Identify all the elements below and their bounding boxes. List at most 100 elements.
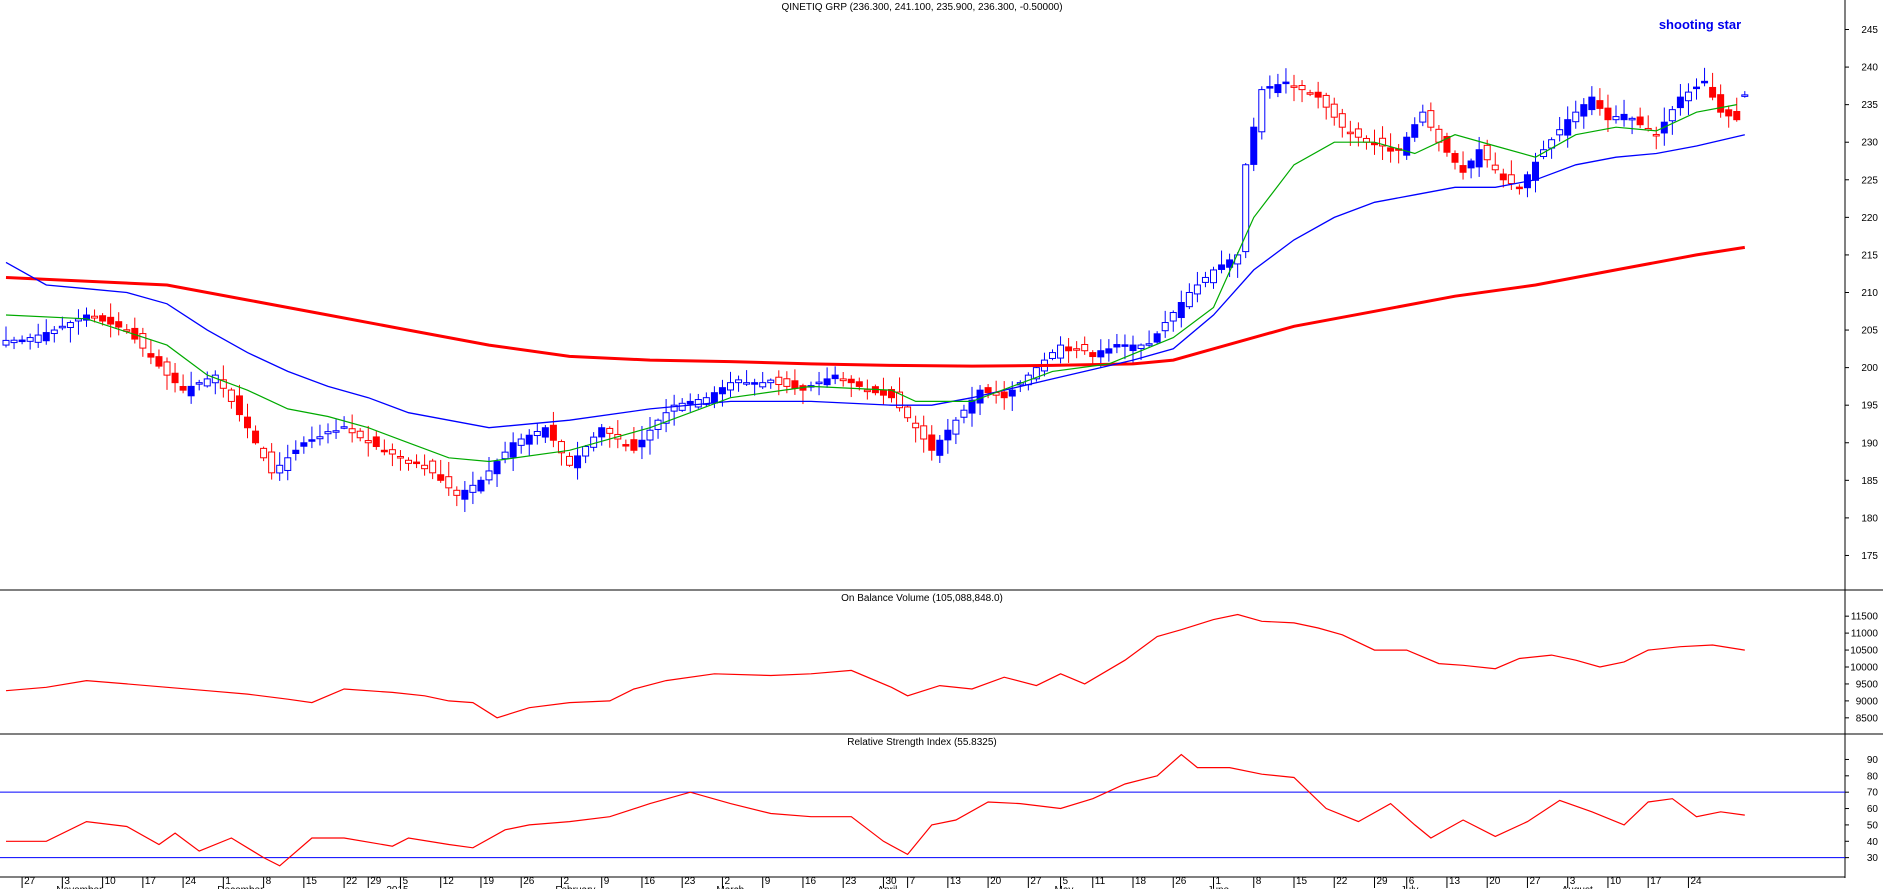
candle — [525, 429, 533, 457]
candle — [429, 458, 437, 480]
candle — [582, 444, 590, 464]
month-tick-label: 2015 — [386, 885, 409, 889]
day-tick-label: 22 — [346, 876, 358, 887]
price-axis-tick-label: 245 — [1861, 25, 1878, 36]
candle — [372, 430, 380, 450]
main-chart-title: QINETIQ GRP (236.300, 241.100, 235.900, … — [781, 2, 1062, 13]
day-tick-label: 18 — [1135, 876, 1147, 887]
candle — [1451, 150, 1459, 170]
candle — [268, 443, 276, 480]
candle — [42, 319, 50, 345]
candle — [58, 316, 66, 331]
candle — [1588, 86, 1596, 116]
candle — [1467, 158, 1475, 179]
candle — [348, 414, 356, 443]
candle — [638, 425, 646, 460]
candle — [107, 303, 115, 338]
candle — [1322, 92, 1330, 120]
candle — [839, 372, 847, 387]
candle — [147, 339, 155, 365]
month-tick-label: February — [555, 885, 595, 889]
candle — [324, 423, 332, 444]
candle — [1250, 117, 1258, 172]
price-axis-tick-label: 225 — [1861, 175, 1878, 186]
price-axis-tick-label: 220 — [1861, 213, 1878, 224]
candle — [195, 379, 203, 391]
candle — [1403, 132, 1411, 160]
price-axis-tick-label: 215 — [1861, 250, 1878, 261]
day-tick-label: 22 — [1336, 876, 1348, 887]
candle — [316, 424, 324, 446]
candle — [1298, 80, 1306, 103]
candle — [1274, 73, 1282, 98]
obv-axis-tick-label: 9500 — [1856, 679, 1879, 690]
day-tick-label: 23 — [845, 876, 857, 887]
day-tick-label: 24 — [1690, 876, 1702, 887]
moving-average-long — [5, 245, 1746, 368]
day-tick-label: 2 — [724, 876, 730, 887]
day-tick-label: 9 — [765, 876, 771, 887]
candle — [260, 446, 268, 462]
candle — [227, 387, 235, 409]
day-tick-label: 29 — [1377, 876, 1389, 887]
candle — [1709, 72, 1717, 101]
month-tick-label: November — [56, 885, 103, 889]
day-tick-label: 5 — [402, 876, 408, 887]
candle — [1081, 336, 1089, 355]
candle — [380, 439, 388, 456]
obv-axis-tick-label: 10500 — [1850, 646, 1878, 657]
candle — [920, 415, 928, 453]
price-axis-tick-label: 195 — [1861, 401, 1878, 412]
candle — [1636, 107, 1644, 129]
candle — [252, 425, 260, 445]
candle — [1475, 136, 1483, 177]
candle — [1032, 364, 1040, 382]
candle — [1242, 163, 1250, 259]
price-axis-tick-label: 200 — [1861, 363, 1878, 374]
day-tick-label: 27 — [1030, 876, 1042, 887]
candle — [1306, 89, 1314, 97]
day-tick-label: 2 — [563, 876, 569, 887]
candle — [1693, 78, 1700, 100]
price-axis-tick-label: 240 — [1861, 63, 1878, 74]
candle — [356, 428, 364, 442]
rsi-panel-title: Relative Strength Index (55.8325) — [847, 737, 997, 748]
obv-axis-tick-label: 8500 — [1856, 713, 1879, 724]
rsi-line — [6, 753, 1745, 867]
day-tick-label: 13 — [950, 876, 962, 887]
candle — [1218, 250, 1226, 274]
candle — [686, 393, 694, 412]
candle — [1330, 97, 1338, 126]
candle — [1145, 330, 1153, 348]
candle — [179, 374, 187, 394]
rsi-axis-tick-label: 70 — [1867, 788, 1879, 799]
candle — [276, 452, 284, 481]
candle — [115, 312, 123, 336]
candle — [1105, 339, 1113, 362]
candle — [1266, 75, 1274, 99]
candle — [1507, 160, 1515, 191]
candle — [1580, 98, 1588, 129]
day-tick-label: 5 — [1063, 876, 1069, 887]
candle — [517, 433, 525, 454]
candle — [493, 458, 501, 487]
candle — [1717, 84, 1725, 118]
candle — [50, 326, 58, 343]
rsi-axis-tick-label: 80 — [1867, 771, 1879, 782]
candle — [413, 454, 421, 469]
obv-panel-title: On Balance Volume (105,088,848.0) — [841, 593, 1003, 604]
price-axis-tick-label: 235 — [1861, 100, 1878, 111]
candle — [308, 426, 316, 449]
candle — [1628, 116, 1636, 135]
day-tick-label: 12 — [443, 876, 455, 887]
candle — [364, 425, 372, 457]
day-tick-label: 11 — [1095, 876, 1106, 887]
candle — [1620, 99, 1628, 127]
candle — [1057, 336, 1065, 364]
candle — [912, 415, 920, 443]
candle — [1153, 331, 1161, 345]
candle — [662, 399, 670, 433]
candle — [2, 326, 10, 348]
candle — [694, 393, 702, 409]
